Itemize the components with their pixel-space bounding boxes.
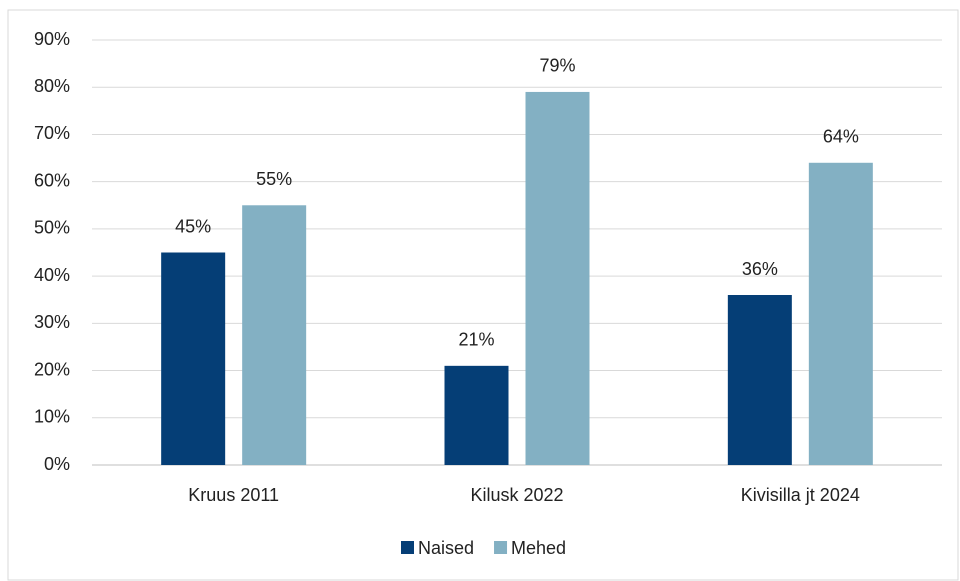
y-tick-label: 50% — [34, 218, 70, 238]
data-label: 64% — [823, 127, 859, 147]
y-tick-label: 90% — [34, 29, 70, 49]
legend-label: Naised — [418, 538, 474, 558]
y-tick-label: 60% — [34, 170, 70, 190]
y-tick-label: 0% — [44, 454, 70, 474]
bar — [242, 205, 307, 465]
data-label: 45% — [175, 216, 211, 236]
x-tick-label: Kivisilla jt 2024 — [741, 485, 860, 505]
bar — [161, 252, 226, 465]
legend-swatch — [401, 541, 414, 554]
data-label: 79% — [539, 56, 575, 76]
bar — [727, 295, 792, 465]
data-label: 55% — [256, 169, 292, 189]
y-tick-label: 20% — [34, 359, 70, 379]
bar — [525, 91, 590, 465]
data-label: 21% — [458, 330, 494, 350]
y-tick-label: 80% — [34, 76, 70, 96]
y-tick-label: 40% — [34, 265, 70, 285]
bar — [444, 365, 509, 465]
x-tick-label: Kruus 2011 — [188, 485, 279, 505]
bar — [808, 162, 873, 465]
x-tick-label: Kilusk 2022 — [470, 485, 563, 505]
y-tick-label: 70% — [34, 123, 70, 143]
legend-label: Mehed — [511, 538, 566, 558]
data-label: 36% — [742, 259, 778, 279]
y-tick-label: 30% — [34, 312, 70, 332]
y-tick-label: 10% — [34, 407, 70, 427]
legend-swatch — [494, 541, 508, 554]
